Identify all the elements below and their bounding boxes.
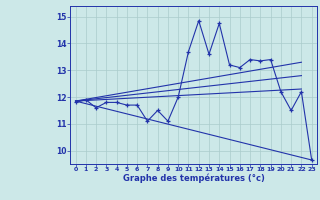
X-axis label: Graphe des températures (°c): Graphe des températures (°c) (123, 174, 265, 183)
